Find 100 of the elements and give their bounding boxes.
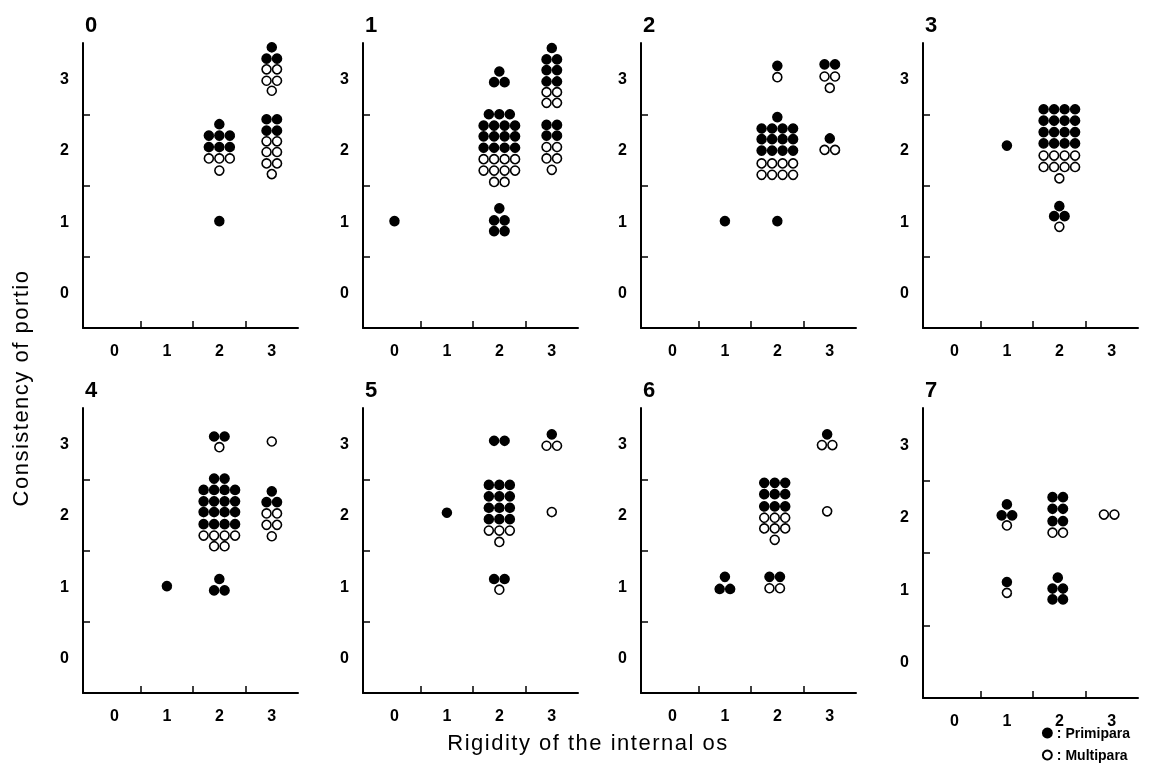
point: [198, 484, 209, 496]
x-tick-label: 1: [1002, 711, 1012, 729]
point: [787, 158, 799, 169]
point: [719, 215, 731, 227]
point: [1048, 161, 1060, 173]
point: [1098, 509, 1110, 520]
y-tick-label: 0: [900, 653, 910, 671]
point: [1047, 515, 1058, 527]
point: [1001, 140, 1013, 151]
point: [224, 130, 236, 141]
point: [441, 507, 453, 519]
y-tick-label: 0: [618, 648, 628, 666]
x-tick-label: 0: [110, 341, 120, 359]
point: [271, 158, 283, 169]
x-tick-label: 3: [547, 706, 557, 724]
point: [1047, 491, 1058, 503]
point: [499, 176, 510, 188]
point: [787, 145, 799, 156]
point: [483, 513, 495, 525]
point: [779, 488, 791, 500]
point: [1048, 103, 1060, 115]
point: [1001, 499, 1013, 510]
point: [1047, 594, 1058, 605]
x-tick-label: 0: [110, 706, 120, 724]
point: [1059, 115, 1070, 126]
point: [261, 519, 272, 531]
chart-title: 6: [643, 376, 656, 402]
point: [772, 60, 783, 72]
point: [766, 133, 778, 145]
point: [488, 76, 500, 88]
point: [499, 120, 510, 131]
point: [208, 530, 220, 541]
y-tick-label: 2: [60, 506, 70, 524]
y-tick-label: 0: [618, 283, 628, 301]
point: [714, 583, 725, 595]
x-tick-label: 2: [494, 341, 504, 359]
point: [478, 165, 489, 176]
point: [478, 142, 489, 154]
point: [551, 440, 563, 452]
point: [1038, 161, 1049, 173]
point: [829, 71, 841, 82]
point: [1069, 161, 1081, 173]
point: [724, 583, 736, 595]
point: [494, 536, 505, 548]
point: [504, 513, 516, 525]
point: [1006, 510, 1018, 521]
point: [494, 203, 505, 214]
point: [478, 153, 489, 165]
point: [494, 502, 505, 514]
point: [504, 108, 516, 120]
point: [546, 429, 558, 440]
point: [758, 512, 770, 524]
point: [504, 479, 516, 491]
point: [787, 123, 799, 134]
point: [551, 130, 563, 141]
point: [261, 158, 272, 169]
point: [769, 488, 781, 500]
point: [271, 508, 283, 519]
x-tick-label: 2: [772, 341, 782, 359]
x-tick-label: 3: [825, 341, 835, 359]
point: [769, 501, 781, 512]
y-tick-label: 0: [60, 283, 70, 301]
point: [766, 169, 778, 181]
point: [1059, 161, 1070, 173]
point: [996, 510, 1007, 521]
point: [271, 53, 283, 64]
y-tick-label: 3: [60, 70, 70, 88]
point: [499, 573, 510, 585]
point: [261, 496, 272, 508]
point: [766, 158, 778, 169]
point: [1047, 583, 1058, 594]
point: [719, 571, 731, 583]
point: [203, 130, 215, 141]
point: [229, 496, 241, 507]
point: [214, 118, 225, 130]
point: [499, 435, 510, 447]
point: [488, 165, 500, 176]
point: [1069, 115, 1081, 126]
point: [271, 113, 283, 125]
x-tick-label: 2: [772, 706, 782, 724]
point: [229, 506, 241, 518]
y-tick-label: 0: [340, 283, 350, 301]
point: [1038, 150, 1049, 161]
x-tick-label: 3: [825, 706, 835, 724]
point: [219, 506, 230, 518]
y-tick-label: 3: [340, 70, 350, 88]
point: [777, 169, 788, 181]
point: [483, 502, 495, 514]
x-tick-label: 2: [214, 341, 224, 359]
point: [271, 125, 283, 136]
point: [261, 64, 272, 75]
point: [756, 158, 767, 169]
point: [766, 123, 778, 134]
point: [787, 133, 799, 145]
point: [541, 54, 552, 65]
point: [389, 215, 400, 227]
y-tick-label: 1: [900, 212, 910, 230]
point: [509, 120, 521, 131]
point: [764, 582, 775, 594]
point: [271, 136, 283, 147]
